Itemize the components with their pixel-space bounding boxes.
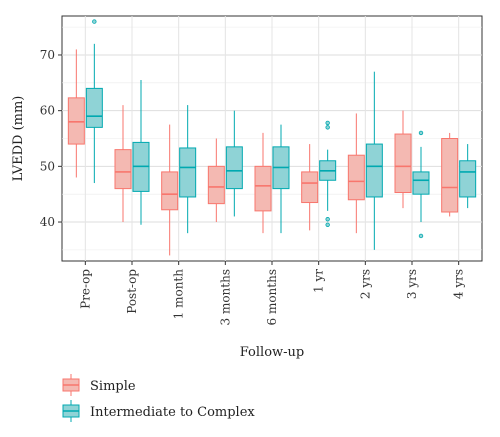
box-simple bbox=[254, 132, 272, 234]
box-iqr bbox=[412, 171, 430, 195]
box-intermediate-to-complex bbox=[319, 120, 337, 228]
box-series bbox=[67, 19, 477, 256]
box-simple bbox=[347, 113, 365, 234]
box-iqr bbox=[347, 154, 365, 201]
outlier-point bbox=[92, 19, 97, 24]
x-tick-label: 4 yrs bbox=[452, 269, 466, 299]
box-intermediate-to-complex bbox=[459, 144, 477, 209]
legend-item-simple: Simple bbox=[62, 374, 136, 396]
box-simple bbox=[207, 138, 225, 223]
box-iqr bbox=[179, 147, 197, 198]
x-axis-title: Follow-up bbox=[240, 345, 305, 360]
y-tick-label: 40 bbox=[40, 215, 55, 229]
box-intermediate-to-complex bbox=[85, 19, 103, 184]
box-simple bbox=[301, 144, 319, 231]
y-axis-ticks: 40 50 60 70 bbox=[40, 48, 62, 229]
box-simple bbox=[114, 105, 132, 223]
x-tick-label: Post-op bbox=[125, 269, 139, 314]
box-simple bbox=[441, 132, 459, 217]
box-iqr bbox=[67, 97, 85, 145]
x-tick-label: Pre-op bbox=[78, 269, 92, 309]
box-iqr bbox=[441, 138, 459, 213]
x-tick-label: 2 yrs bbox=[358, 269, 372, 299]
grid-lines bbox=[62, 16, 482, 261]
box-intermediate-to-complex bbox=[272, 124, 290, 234]
box-iqr bbox=[301, 171, 319, 204]
legend-complex-label: Intermediate to Complex bbox=[90, 405, 255, 420]
box-intermediate-to-complex bbox=[179, 105, 197, 234]
box-iqr bbox=[254, 165, 272, 212]
box-iqr bbox=[225, 146, 243, 190]
x-tick-label: 6 months bbox=[265, 269, 279, 326]
y-axis-title: LVEDD (mm) bbox=[11, 96, 26, 182]
box-simple bbox=[67, 49, 85, 178]
outlier-point bbox=[325, 125, 330, 130]
x-tick-label: 1 month bbox=[172, 269, 186, 320]
outlier-point bbox=[325, 120, 330, 126]
box-iqr bbox=[207, 165, 225, 205]
box-iqr bbox=[459, 160, 477, 198]
box-iqr bbox=[114, 149, 132, 190]
box-simple bbox=[394, 110, 412, 209]
outlier-point bbox=[325, 222, 330, 228]
box-simple bbox=[161, 124, 179, 256]
legend: Simple Intermediate to Complex bbox=[62, 374, 255, 422]
y-tick-label: 50 bbox=[40, 159, 55, 173]
x-tick-label: 3 months bbox=[218, 269, 232, 326]
outlier-point bbox=[418, 233, 424, 239]
box-intermediate-to-complex bbox=[412, 130, 430, 239]
y-tick-label: 60 bbox=[40, 104, 55, 118]
box-iqr bbox=[394, 133, 412, 194]
box-iqr bbox=[161, 171, 179, 211]
outlier-point bbox=[418, 130, 424, 136]
box-iqr bbox=[365, 143, 383, 198]
box-iqr bbox=[85, 87, 103, 128]
box-intermediate-to-complex bbox=[132, 80, 150, 225]
y-tick-label: 70 bbox=[40, 48, 55, 62]
box-intermediate-to-complex bbox=[365, 71, 383, 250]
x-tick-label: 3 yrs bbox=[405, 269, 419, 299]
x-tick-label: 1 yr bbox=[312, 269, 326, 293]
legend-simple-label: Simple bbox=[90, 379, 136, 394]
box-intermediate-to-complex bbox=[225, 110, 243, 217]
legend-item-intermediate-to-complex: Intermediate to Complex bbox=[62, 400, 255, 422]
outlier-point bbox=[325, 217, 330, 222]
x-axis-ticks: Pre-op Post-op 1 month 3 months 6 months 1 yr… bbox=[78, 261, 466, 326]
